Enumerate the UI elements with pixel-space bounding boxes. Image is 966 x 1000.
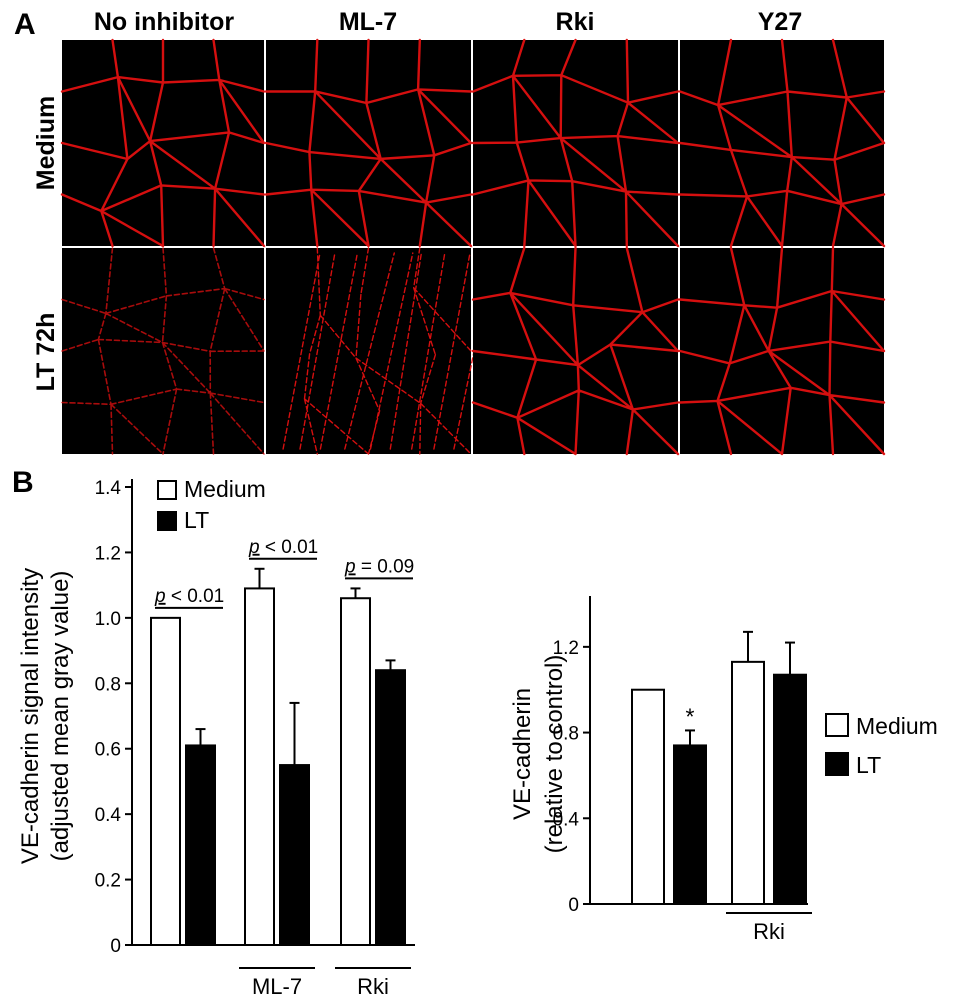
micrograph-lt-72h-no-inhibitor (61, 247, 265, 455)
category-label: Rki (753, 919, 785, 944)
micrograph-lt-72h-ml-7 (266, 247, 496, 455)
row-titles: Medium LT 72h (32, 96, 60, 392)
legend-swatch-medium (157, 480, 177, 500)
bar-group-ml-7: ML-7 (239, 567, 315, 999)
y-tick-label: 0.8 (553, 724, 579, 745)
y-tick-label: 0.4 (553, 809, 580, 830)
column-title-rki: Rki (556, 8, 595, 36)
legend: Medium LT (157, 476, 266, 533)
y-tick-label: 1.2 (95, 543, 121, 564)
y-tick-label: 0.2 (95, 871, 121, 892)
column-title-y27: Y27 (758, 8, 802, 36)
y-tick-label: 1.2 (553, 638, 579, 659)
bar-medium (150, 616, 181, 946)
legend-label-lt: LT (856, 752, 881, 778)
legend-label-medium: Medium (856, 713, 938, 739)
micrograph-medium-y27 (678, 38, 886, 248)
significance-star: * (686, 703, 695, 729)
legend-label-lt: LT (184, 507, 209, 533)
y-tick-label: 1.4 (95, 478, 122, 499)
bar-medium (631, 688, 665, 906)
y-axis-title-line2: (adjusted mean gray value) (47, 571, 74, 862)
micrograph-medium-ml-7 (264, 38, 473, 248)
row-title-lt72h: LT 72h (32, 313, 60, 392)
bar-group-rki: Rki (726, 630, 812, 944)
bar-group-control: * (631, 688, 707, 906)
category-label: Rki (357, 974, 389, 999)
pvalue-label: p < 0.01 (248, 537, 318, 558)
pvalue-label: p < 0.01 (154, 586, 224, 607)
legend-swatch-lt (825, 752, 849, 776)
micrograph-medium-rki (471, 38, 680, 248)
micrograph-lt-72h-y27 (678, 246, 886, 456)
bar-medium (340, 597, 371, 946)
bar-medium (731, 660, 765, 905)
legend-swatch-medium (825, 713, 849, 737)
bar-group-rki: Rki (335, 587, 411, 999)
bar-lt (185, 744, 216, 947)
legend: Medium LT (825, 713, 938, 778)
bar-group-control (150, 616, 216, 947)
chart-right: 0 0.4 0.8 1.2 VE-cadherin (relative to contro… (509, 596, 938, 944)
bar-lt (279, 764, 310, 946)
column-title-no-inhibitor: No inhibitor (94, 8, 235, 36)
bar-lt (375, 669, 406, 946)
chart-left: 0 0.2 0.4 0.6 0.8 1.0 1.2 1.4 VE-cadherin signal… (17, 476, 415, 999)
bar-lt (673, 744, 707, 906)
y-axis-title-line1: VE-cadherin (509, 688, 536, 820)
category-label: ML-7 (252, 974, 302, 999)
y-tick-label: 1.0 (95, 609, 121, 630)
legend-label-medium: Medium (184, 476, 266, 502)
row-title-medium: Medium (32, 96, 60, 190)
bar-medium (244, 587, 275, 947)
y-tick-label: 0 (110, 936, 121, 957)
y-tick-label: 0.4 (95, 805, 122, 826)
micrograph-lt-72h-rki (471, 246, 680, 456)
y-tick-label: 0.6 (95, 740, 121, 761)
y-tick-label: 0.8 (95, 674, 121, 695)
panel-a-letter: A (14, 8, 36, 41)
panel-b-letter: B (12, 466, 34, 499)
micrograph-medium-no-inhibitor (60, 38, 266, 248)
column-title-ml7: ML-7 (339, 8, 397, 36)
y-axis-title-line2: (relative to control) (541, 655, 568, 854)
legend-swatch-lt (157, 511, 177, 531)
y-tick-label: 0 (568, 895, 579, 916)
column-titles: No inhibitor ML-7 Rki Y27 (94, 8, 802, 36)
pvalue-label: p = 0.09 (344, 556, 414, 577)
y-axis-title-line1: VE-cadherin signal intensity (17, 568, 44, 864)
micrograph-grid (60, 38, 886, 456)
bar-lt (773, 673, 807, 906)
